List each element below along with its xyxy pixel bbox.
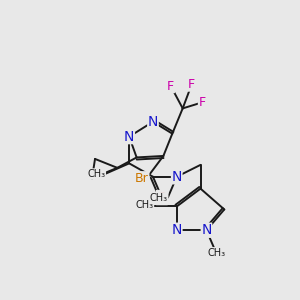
Text: CH₃: CH₃	[136, 200, 154, 210]
Text: CH₃: CH₃	[150, 193, 168, 202]
Text: F: F	[167, 80, 174, 93]
Text: N: N	[172, 170, 182, 184]
Text: N: N	[148, 115, 158, 129]
Text: N: N	[172, 223, 182, 237]
Text: O: O	[157, 190, 167, 205]
Text: N: N	[124, 130, 134, 144]
Text: CH₃: CH₃	[208, 248, 226, 257]
Text: N: N	[201, 223, 212, 237]
Text: F: F	[199, 96, 206, 109]
Text: F: F	[188, 78, 195, 91]
Text: Br: Br	[135, 172, 149, 185]
Text: CH₃: CH₃	[87, 169, 106, 179]
